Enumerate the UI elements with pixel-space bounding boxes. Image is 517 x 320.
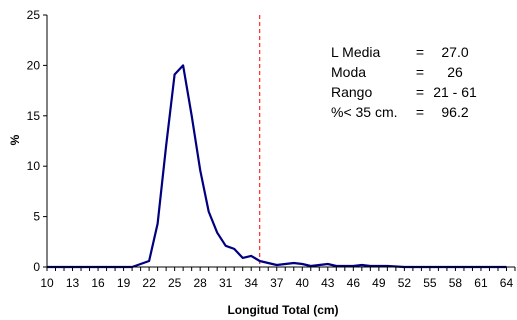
y-tick-label: 25 [27,8,41,22]
x-tick-label: 61 [474,276,488,290]
stat-value: 26 [447,64,463,80]
y-tick-label: 20 [27,58,41,72]
stat-label: Moda [331,64,366,80]
x-tick-label: 64 [500,276,514,290]
y-tick-label: 0 [33,260,40,274]
x-tick-label: 13 [66,276,80,290]
y-axis-title: % [8,134,22,145]
x-tick-label: 43 [321,276,335,290]
y-tick-label: 15 [27,109,41,123]
x-tick-label: 10 [40,276,54,290]
x-tick-label: 52 [398,276,412,290]
stat-label: %< 35 cm. [331,104,398,120]
x-tick-label: 55 [423,276,437,290]
x-tick-label: 34 [245,276,259,290]
x-tick-label: 37 [270,276,284,290]
stat-equals: = [416,104,424,120]
x-tick-label: 19 [117,276,131,290]
x-tick-label: 49 [372,276,386,290]
x-tick-label: 40 [296,276,310,290]
stat-value: 21 - 61 [433,84,477,100]
stat-equals: = [416,64,424,80]
stat-label: Rango [331,84,372,100]
x-tick-label: 58 [449,276,463,290]
stats-annotation: L Media = 27.0 Moda = 26 Rango = 21 - 61 %< 35 cm… [331,44,477,120]
x-tick-label: 16 [91,276,105,290]
x-tick-label: 25 [168,276,182,290]
x-axis-title: Longitud Total (cm) [227,303,338,317]
y-tick-label: 5 [33,210,40,224]
stat-equals: = [416,44,424,60]
stat-value: 27.0 [441,44,468,60]
x-tick-label: 46 [347,276,361,290]
y-tick-labels: 0 5 10 15 20 25 [27,8,41,274]
x-tick-label: 22 [142,276,156,290]
x-tick-labels: 10 13 16 19 22 25 28 31 34 37 40 43 46 49 52 55 58 61 64 [40,276,513,290]
stat-equals: = [416,84,424,100]
stat-value: 96.2 [441,104,468,120]
x-tick-label: 31 [219,276,233,290]
y-tick-label: 10 [27,159,41,173]
x-tick-label: 28 [193,276,207,290]
stat-label: L Media [331,44,381,60]
